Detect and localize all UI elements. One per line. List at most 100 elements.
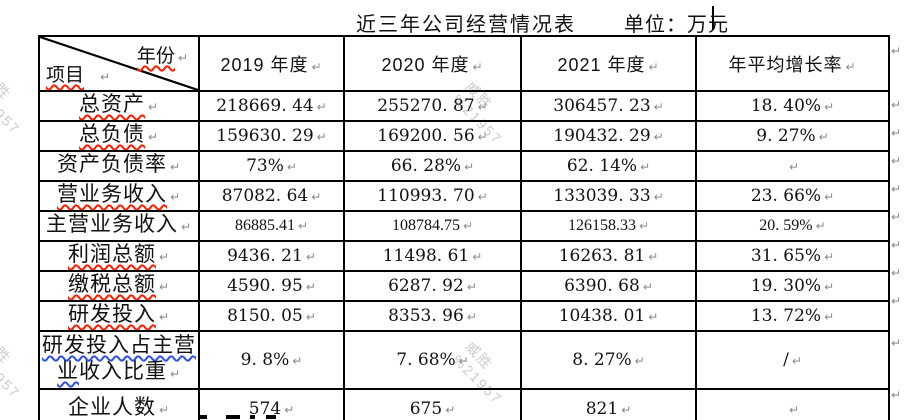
table-row: 研发投入 ↵ 8150. 05 ↵ 8353. 96 ↵ 10438. 01 ↵ 13. 72%…	[38, 300, 890, 332]
row-label-cell[interactable]: 总负债 ↵	[38, 120, 200, 152]
end-of-row-mark: ↵	[891, 210, 902, 224]
value-cell[interactable]: 16263. 81 ↵	[520, 240, 697, 272]
row-label-text: 总资产	[78, 93, 145, 116]
cell-value: 821	[585, 399, 619, 419]
paragraph-mark: ↵	[458, 354, 469, 368]
value-cell[interactable]: 73% ↵	[198, 150, 345, 182]
cell-value: 7. 68%	[396, 350, 456, 370]
corner-cell[interactable]: 年份 ↵ 项目 ↵	[38, 35, 200, 92]
year-header-cell-2[interactable]: 2021 年度 ↵	[520, 35, 697, 92]
cell-value: 11498. 61	[382, 246, 470, 266]
paragraph-mark: ↵	[653, 190, 664, 204]
paragraph-mark: ↵	[788, 160, 800, 174]
cell-value: 18. 40%	[750, 96, 822, 116]
value-cell[interactable]: 110993. 70 ↵	[343, 180, 522, 212]
cell-value: 13. 72%	[750, 306, 822, 326]
paragraph-mark: ↵	[477, 100, 488, 114]
row-label-cell[interactable]: 企业人数 ↵	[38, 388, 200, 420]
value-cell[interactable]: 20. 59% ↵	[695, 210, 890, 242]
value-cell[interactable]: 6287. 92 ↵	[343, 270, 522, 302]
cell-value: 6287. 92	[388, 276, 464, 296]
cell-value: 10438. 01	[558, 306, 646, 326]
cell-value: 8353. 96	[388, 306, 464, 326]
paragraph-mark: ↵	[472, 250, 483, 264]
value-cell[interactable]: 255270. 87 ↵	[343, 90, 522, 122]
diagonal-line	[40, 37, 198, 90]
text-cursor	[712, 6, 714, 30]
value-cell[interactable]: 190432. 29 ↵	[520, 120, 697, 152]
value-cell[interactable]: 62. 14% ↵	[520, 150, 697, 182]
paragraph-mark: ↵	[305, 250, 316, 264]
row-label-cell[interactable]: 资产负债率 ↵	[38, 150, 200, 182]
paragraph-mark: ↵	[147, 100, 160, 114]
row-label-cell[interactable]: 研发投入 ↵	[38, 300, 200, 332]
value-cell[interactable]: 66. 28% ↵	[343, 150, 522, 182]
row-label-cell[interactable]: 营业务收入 ↵	[38, 180, 200, 212]
row-label-text: 主营业务收入	[45, 213, 178, 236]
value-cell[interactable]: 19. 30% ↵	[695, 270, 890, 302]
unit-label[interactable]: 单位：万元	[624, 14, 729, 36]
value-cell[interactable]: 9. 8% ↵	[198, 330, 345, 390]
paragraph-mark: ↵	[642, 280, 653, 294]
row-label-cell[interactable]: 总资产 ↵	[38, 90, 200, 122]
value-cell[interactable]: 23. 66% ↵	[695, 180, 890, 212]
paragraph-mark: ↵	[824, 310, 835, 324]
document-title[interactable]: 近三年公司经营情况表	[356, 14, 576, 36]
value-cell[interactable]: 11498. 61 ↵	[343, 240, 522, 272]
value-cell[interactable]: 169200. 56 ↵	[343, 120, 522, 152]
value-cell[interactable]: 675 ↵	[343, 388, 522, 420]
value-cell[interactable]: 108784.75 ↵	[343, 210, 522, 242]
value-cell[interactable]: 126158.33 ↵	[520, 210, 697, 242]
value-cell[interactable]: 306457. 23 ↵	[520, 90, 697, 122]
year-header-cell-3[interactable]: 年平均增长率 ↵	[695, 35, 890, 92]
value-cell[interactable]: 13. 72% ↵	[695, 300, 890, 332]
paragraph-mark: ↵	[653, 100, 664, 114]
paragraph-mark: ↵	[316, 130, 327, 144]
row-label-cell[interactable]: 研发投入占主营 业收入比重 ↵	[38, 330, 200, 390]
value-cell[interactable]: 9. 27% ↵	[695, 120, 890, 152]
year-header-cell-0[interactable]: 2019 年度 ↵	[198, 35, 345, 92]
value-cell[interactable]: 7. 68% ↵	[343, 330, 522, 390]
value-cell[interactable]: 6390. 68 ↵	[520, 270, 697, 302]
paragraph-mark: ↵	[648, 59, 660, 74]
table-row: 缴税总额 ↵ 4590. 95 ↵ 6287. 92 ↵ 6390. 68 ↵ 19. 30% ↵	[38, 270, 890, 302]
value-cell[interactable]: 86885.41 ↵	[198, 210, 345, 242]
cell-value: 66. 28%	[390, 156, 462, 176]
cell-value: 23. 66%	[750, 186, 822, 206]
value-cell[interactable]: 31. 65% ↵	[695, 240, 890, 272]
value-cell[interactable]: 18. 40% ↵	[695, 90, 890, 122]
cell-value: 4590. 95	[227, 276, 303, 296]
value-cell[interactable]: 87082. 64 ↵	[198, 180, 345, 212]
paragraph-mark: ↵	[158, 280, 171, 294]
paragraph-mark: ↵	[464, 160, 475, 174]
value-cell[interactable]: 4590. 95 ↵	[198, 270, 345, 302]
cell-value: 190432. 29	[553, 126, 651, 146]
paragraph-mark: ↵	[477, 190, 488, 204]
row-label-cell[interactable]: 主营业务收入 ↵	[38, 210, 200, 242]
row-label-cell[interactable]: 利润总额 ↵	[38, 240, 200, 272]
paragraph-mark: ↵	[147, 130, 160, 144]
cell-value: 133039. 33	[553, 186, 651, 206]
year-header-cell-1[interactable]: 2020 年度 ↵	[343, 35, 522, 92]
cell-value: 9. 8%	[240, 350, 290, 370]
value-cell[interactable]: 133039. 33 ↵	[520, 180, 697, 212]
value-cell[interactable]: 159630. 29 ↵	[198, 120, 345, 152]
value-cell[interactable]: / ↵	[695, 330, 890, 390]
value-cell[interactable]: 10438. 01 ↵	[520, 300, 697, 332]
paragraph-mark: ↵	[824, 100, 835, 114]
value-cell[interactable]: 218669. 44 ↵	[198, 90, 345, 122]
value-cell[interactable]: 8. 27% ↵	[520, 330, 697, 390]
row-label-cell[interactable]: 缴税总额 ↵	[38, 270, 200, 302]
end-of-row-mark: ↵	[891, 336, 902, 350]
value-cell[interactable]: ↵	[695, 150, 890, 182]
paragraph-mark: ↵	[316, 100, 327, 114]
value-cell[interactable]: 9436. 21 ↵	[198, 240, 345, 272]
value-cell[interactable]: 574 ↵	[198, 388, 345, 420]
value-cell[interactable]: ↵	[695, 388, 890, 420]
value-cell[interactable]: 8353. 96 ↵	[343, 300, 522, 332]
paragraph-mark: ↵	[158, 403, 171, 417]
cell-value: 159630. 29	[216, 126, 314, 146]
paragraph-mark: ↵	[169, 367, 182, 381]
value-cell[interactable]: 8150. 05 ↵	[198, 300, 345, 332]
value-cell[interactable]: 821 ↵	[520, 388, 697, 420]
